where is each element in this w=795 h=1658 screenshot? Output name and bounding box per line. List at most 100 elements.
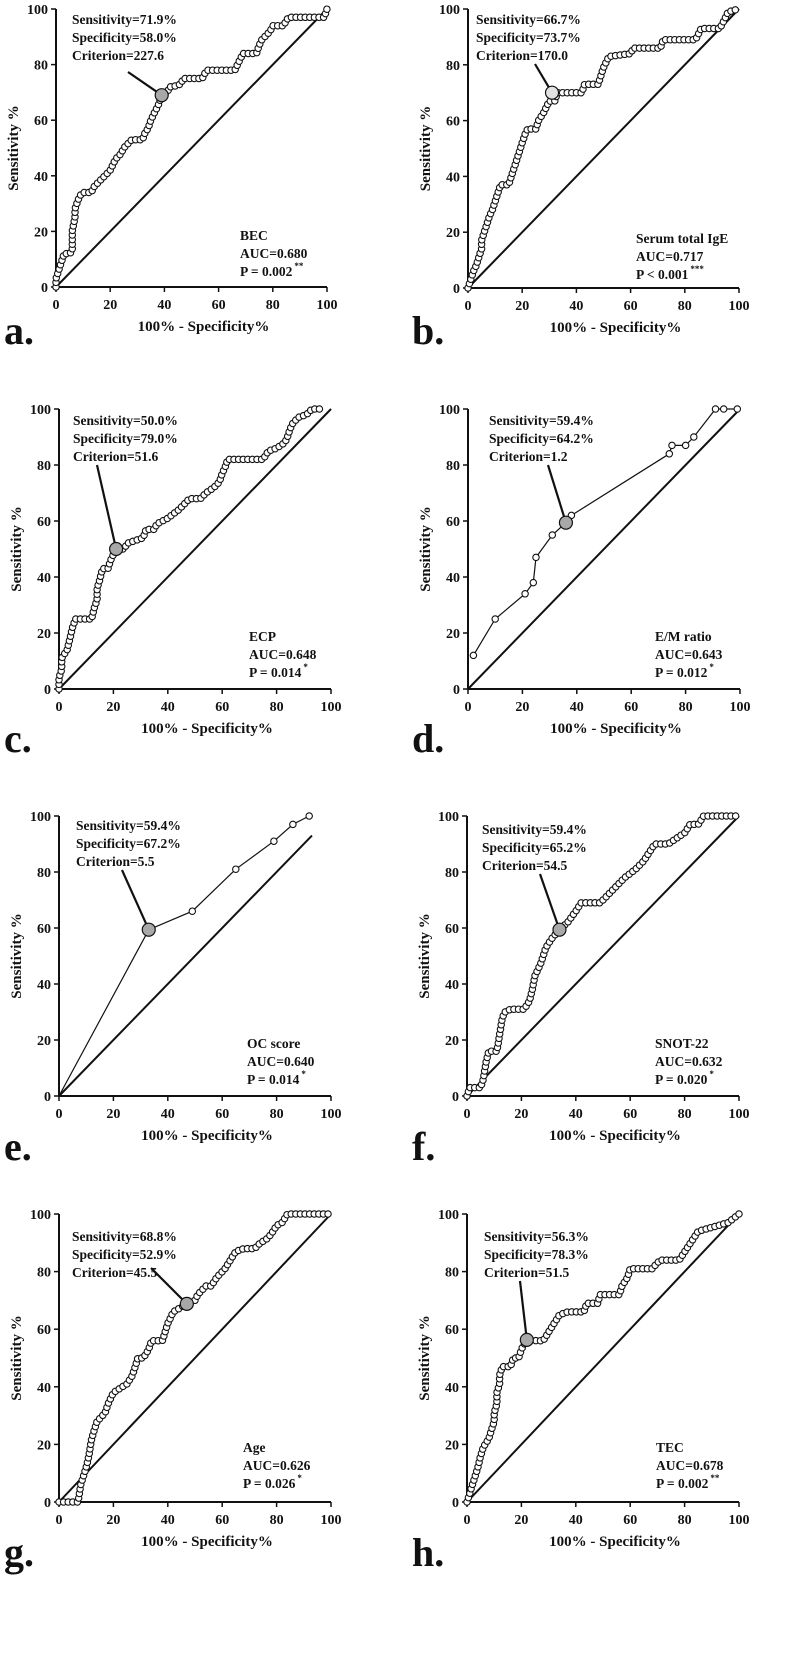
y-tick-label: 40 (37, 1381, 51, 1396)
roc-panel-e: 0 20 40 60 80 100 0 20 40 60 80 100 100% - Specifici… (4, 810, 342, 1169)
x-axis-title: 100% - Specificity% (550, 721, 682, 737)
marker-name: Age (243, 1440, 266, 1455)
roc-point (529, 578, 538, 587)
x-tick-label: 20 (106, 1107, 120, 1122)
significance-stars: * (709, 1069, 714, 1079)
x-tick-label: 60 (624, 700, 638, 715)
x-tick-label: 80 (270, 1513, 284, 1528)
x-axis-title: 100% - Specificity% (550, 320, 682, 336)
cutoff-annotation-line: Sensitivity=66.7% (476, 12, 581, 27)
auc-value: AUC=0.643 (655, 647, 723, 662)
reference-diagonal-line (467, 8, 740, 289)
y-tick-label: 100 (30, 403, 51, 418)
x-tick-label: 40 (570, 700, 584, 715)
marker-name: ECP (249, 629, 276, 644)
roc-point (232, 865, 240, 873)
auc-value: AUC=0.648 (249, 647, 317, 662)
y-tick-label: 60 (446, 115, 460, 130)
x-tick-label: 60 (623, 1107, 637, 1122)
y-axis-title: Sensitivity % (9, 913, 25, 998)
x-tick-label: 80 (678, 299, 692, 314)
x-tick-label: 0 (53, 298, 60, 313)
x-tick-label: 40 (161, 700, 175, 715)
cutoff-annotation-line: Specificity=65.2% (482, 840, 587, 855)
roc-point (548, 531, 557, 539)
x-tick-label: 80 (679, 700, 693, 715)
reference-diagonal-line (466, 1213, 740, 1503)
cutoff-callout-line (538, 873, 561, 931)
y-tick-label: 80 (446, 59, 460, 74)
cutoff-point (109, 541, 124, 557)
x-tick-label: 80 (678, 1107, 692, 1122)
roc-point (733, 405, 742, 413)
y-tick-label: 100 (438, 810, 459, 825)
panel-letter: f. (412, 1124, 435, 1169)
roc-point (324, 1210, 332, 1218)
marker-name: SNOT-22 (655, 1036, 709, 1051)
y-tick-label: 40 (446, 571, 460, 586)
x-tick-label: 80 (678, 1513, 692, 1528)
roc-panel-g: 0 20 40 60 80 100 0 20 40 60 80 100 100% - Specifici… (4, 1208, 342, 1575)
y-tick-label: 0 (453, 683, 460, 698)
y-tick-label: 60 (37, 922, 51, 937)
y-tick-label: 20 (37, 1034, 51, 1049)
y-axis-title: Sensitivity % (9, 1315, 25, 1400)
x-axis-title: 100% - Specificity% (549, 1534, 681, 1550)
p-value: P < 0.001 (636, 267, 689, 282)
roc-point (681, 441, 690, 450)
cutoff-callout-line (120, 869, 150, 931)
x-axis-title: 100% - Specificity% (141, 1128, 273, 1144)
roc-point (289, 820, 297, 829)
cutoff-annotation-line: Criterion=54.5 (482, 858, 568, 873)
cutoff-annotation-line: Sensitivity=59.4% (76, 818, 181, 833)
x-tick-label: 100 (321, 1107, 342, 1122)
y-tick-label: 80 (446, 459, 460, 474)
y-tick-label: 100 (30, 1208, 51, 1223)
roc-point (731, 6, 740, 14)
cutoff-annotation-line: Specificity=58.0% (72, 30, 177, 45)
significance-stars: *** (690, 264, 704, 274)
x-axis-title: 100% - Specificity% (549, 1128, 681, 1144)
x-tick-label: 0 (465, 299, 472, 314)
cutoff-point (179, 1296, 194, 1311)
y-tick-label: 0 (452, 1090, 459, 1105)
roc-point (711, 405, 720, 413)
reference-diagonal-line (467, 408, 741, 690)
y-tick-label: 80 (37, 866, 51, 881)
roc-point (521, 590, 529, 598)
p-value: P = 0.002 (656, 1476, 709, 1491)
y-tick-label: 60 (37, 515, 51, 530)
x-tick-label: 100 (729, 1513, 750, 1528)
roc-markers (55, 405, 324, 693)
cutoff-callout-line (546, 464, 567, 524)
x-tick-label: 100 (730, 700, 751, 715)
x-tick-label: 20 (103, 298, 117, 313)
cutoff-point (154, 88, 169, 103)
y-tick-label: 40 (445, 978, 459, 993)
x-tick-label: 60 (215, 700, 229, 715)
x-tick-label: 80 (270, 700, 284, 715)
significance-stars: * (303, 662, 308, 672)
y-tick-label: 100 (27, 3, 48, 18)
significance-stars: * (301, 1069, 306, 1079)
x-tick-label: 60 (212, 298, 226, 313)
cutoff-annotation-line: Sensitivity=71.9% (72, 12, 177, 27)
roc-point (305, 812, 313, 820)
y-tick-label: 0 (453, 282, 460, 297)
panel-letter: h. (412, 1530, 444, 1575)
panel-letter: a. (4, 308, 34, 353)
p-value: P = 0.026 (243, 1476, 296, 1491)
cutoff-annotation-line: Specificity=52.9% (72, 1247, 177, 1262)
marker-name: E/M ratio (655, 629, 712, 644)
auc-value: AUC=0.626 (243, 1458, 311, 1473)
cutoff-annotation-line: Criterion=45.5 (72, 1265, 158, 1280)
x-tick-label: 0 (464, 1107, 471, 1122)
roc-point (532, 553, 540, 562)
roc-markers (55, 1210, 332, 1506)
cutoff-annotation-line: Sensitivity=68.8% (72, 1229, 177, 1244)
y-tick-label: 60 (445, 922, 459, 937)
panel-letter: b. (412, 308, 444, 353)
panel-letter: c. (4, 716, 32, 761)
x-tick-label: 20 (515, 700, 529, 715)
panel-letter: d. (412, 716, 444, 761)
